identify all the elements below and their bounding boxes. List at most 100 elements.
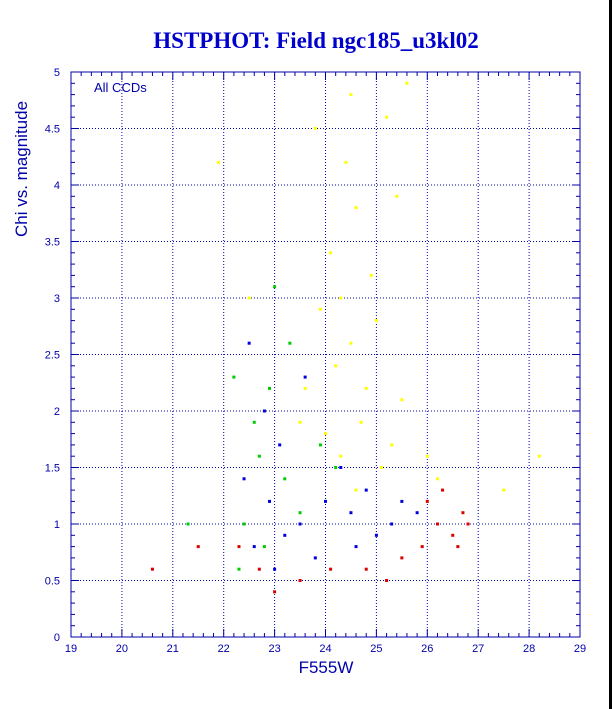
point-s0-11 <box>400 398 404 402</box>
point-s0-29 <box>298 420 302 424</box>
point-s0-27 <box>379 466 383 469</box>
point-s0-15 <box>425 454 429 458</box>
x-tick-label-6: 25 <box>370 643 382 655</box>
point-s3-7 <box>400 556 404 560</box>
y-tick-label-2: 1 <box>54 519 60 531</box>
plot-area <box>70 71 581 638</box>
y-tick-label-6: 3 <box>54 293 60 305</box>
point-s3-4 <box>425 499 429 503</box>
point-s0-22 <box>502 488 506 492</box>
point-s3-12 <box>329 567 333 571</box>
point-s0-18 <box>349 93 353 97</box>
point-s2-15 <box>303 375 307 379</box>
point-s1-0 <box>252 420 256 424</box>
y-tick-label-9: 4.5 <box>45 124 60 136</box>
point-s1-5 <box>262 545 266 549</box>
point-s2-5 <box>364 488 368 492</box>
point-s0-5 <box>374 319 378 323</box>
point-s0-7 <box>318 307 322 311</box>
x-tick-labels: 19 20 21 22 23 24 25 26 27 28 29 <box>65 643 586 655</box>
point-s1-7 <box>232 375 236 379</box>
point-s1-3 <box>242 522 246 526</box>
y-tick-label-7: 3.5 <box>45 237 60 249</box>
point-s0-28 <box>354 488 358 492</box>
point-s1-12 <box>288 341 292 345</box>
point-s2-10 <box>400 499 404 503</box>
point-s0-9 <box>385 115 389 119</box>
point-s0-23 <box>537 454 541 458</box>
point-s3-11 <box>273 590 277 594</box>
point-s0-16 <box>369 273 373 277</box>
point-s3-6 <box>456 545 460 549</box>
x-tick-label-1: 20 <box>116 643 128 655</box>
point-s2-16 <box>247 341 251 345</box>
point-s3-16 <box>385 579 389 582</box>
y-tick-label-3: 1.5 <box>45 463 60 475</box>
point-s0-26 <box>339 454 343 458</box>
x-tick-label-3: 22 <box>218 643 230 655</box>
point-s3-2 <box>461 511 465 515</box>
x-axis-label: F555W <box>299 658 354 677</box>
point-s1-2 <box>283 477 287 481</box>
point-s0-12 <box>303 386 307 390</box>
point-s1-8 <box>273 285 277 289</box>
point-s3-0 <box>435 522 439 526</box>
point-s1-11 <box>186 522 190 526</box>
grid-lines <box>71 72 580 637</box>
point-s1-13 <box>237 567 241 571</box>
point-s2-12 <box>278 443 282 447</box>
point-s2-7 <box>268 499 272 503</box>
data-points <box>150 81 541 594</box>
x-tick-label-4: 23 <box>268 643 280 655</box>
x-tick-label-2: 21 <box>167 643 179 655</box>
x-tick-label-9: 28 <box>523 643 535 655</box>
point-s2-8 <box>252 545 256 549</box>
point-s0-1 <box>339 296 343 300</box>
point-s3-15 <box>150 567 154 571</box>
point-s2-11 <box>339 466 343 469</box>
point-s0-25 <box>217 160 221 164</box>
x-tick-label-0: 19 <box>65 643 77 655</box>
y-tick-label-8: 4 <box>54 180 60 192</box>
point-s2-14 <box>262 409 266 413</box>
point-s0-3 <box>329 251 333 255</box>
point-s0-2 <box>364 386 368 390</box>
x-tick-label-8: 27 <box>472 643 484 655</box>
y-tick-label-5: 2.5 <box>45 350 60 362</box>
point-s0-24 <box>247 296 251 300</box>
point-s3-10 <box>257 567 261 571</box>
point-s0-4 <box>354 206 358 210</box>
point-s1-9 <box>257 454 261 458</box>
x-tick-label-7: 26 <box>421 643 433 655</box>
x-tick-label-5: 24 <box>319 643 331 655</box>
y-tick-label-0: 0 <box>54 632 60 644</box>
point-s1-6 <box>318 443 322 447</box>
point-s2-19 <box>354 545 358 549</box>
point-s0-20 <box>405 81 409 85</box>
x-tick-label-10: 29 <box>574 643 586 655</box>
point-s1-1 <box>268 386 272 390</box>
point-s0-8 <box>344 160 348 164</box>
right-border <box>609 0 612 709</box>
y-tick-label-10: 5 <box>54 67 60 79</box>
point-s2-18 <box>273 567 277 571</box>
point-s3-3 <box>420 545 424 549</box>
point-s3-17 <box>237 545 241 549</box>
point-s3-9 <box>298 579 302 582</box>
point-s2-1 <box>324 499 327 503</box>
y-tick-label-4: 2 <box>54 406 60 418</box>
point-s2-17 <box>415 511 419 515</box>
point-s2-4 <box>390 522 394 526</box>
point-s0-10 <box>359 420 363 424</box>
minor-ticks <box>70 71 581 638</box>
point-s0-21 <box>435 477 439 481</box>
point-s0-0 <box>349 341 353 345</box>
point-s3-13 <box>466 522 470 526</box>
point-s2-0 <box>298 522 302 526</box>
point-s3-14 <box>196 545 200 549</box>
point-s2-3 <box>374 533 378 537</box>
point-s0-6 <box>334 364 338 368</box>
point-s2-6 <box>283 533 287 537</box>
point-s0-19 <box>313 127 317 130</box>
